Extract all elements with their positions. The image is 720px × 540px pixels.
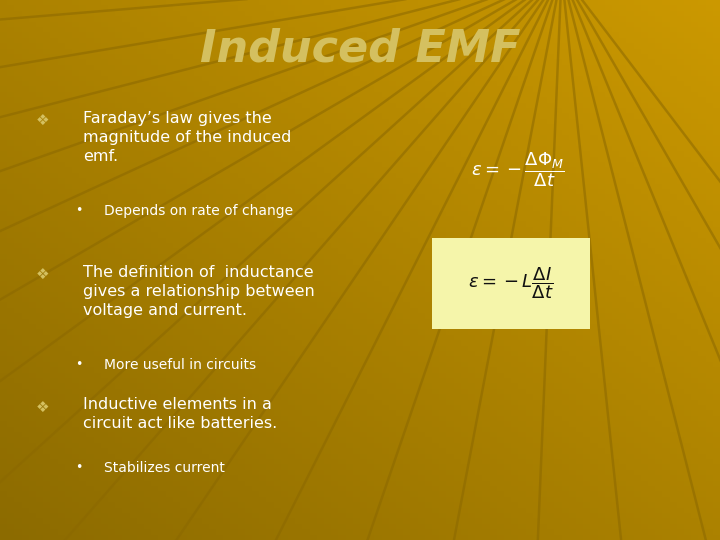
Text: ❖: ❖ [36, 113, 50, 129]
FancyBboxPatch shape [432, 238, 590, 329]
Text: The definition of  inductance
gives a relationship between
voltage and current.: The definition of inductance gives a rel… [83, 265, 315, 318]
Text: $\varepsilon = -L\dfrac{\Delta I}{\Delta t}$: $\varepsilon = -L\dfrac{\Delta I}{\Delta… [468, 266, 554, 301]
Text: Stabilizes current: Stabilizes current [104, 461, 225, 475]
Text: Induced EMF: Induced EMF [199, 27, 521, 70]
Text: More useful in circuits: More useful in circuits [104, 358, 256, 372]
Text: ❖: ❖ [36, 267, 50, 282]
Text: •: • [76, 461, 83, 474]
Text: •: • [76, 358, 83, 371]
Text: $\varepsilon = -\dfrac{\Delta\Phi_M}{\Delta t}$: $\varepsilon = -\dfrac{\Delta\Phi_M}{\De… [472, 151, 565, 190]
Text: •: • [76, 204, 83, 217]
Text: Faraday’s law gives the
magnitude of the induced
emf.: Faraday’s law gives the magnitude of the… [83, 111, 291, 164]
Text: Depends on rate of change: Depends on rate of change [104, 204, 294, 218]
Text: ❖: ❖ [36, 400, 50, 415]
Text: Inductive elements in a
circuit act like batteries.: Inductive elements in a circuit act like… [83, 397, 277, 431]
